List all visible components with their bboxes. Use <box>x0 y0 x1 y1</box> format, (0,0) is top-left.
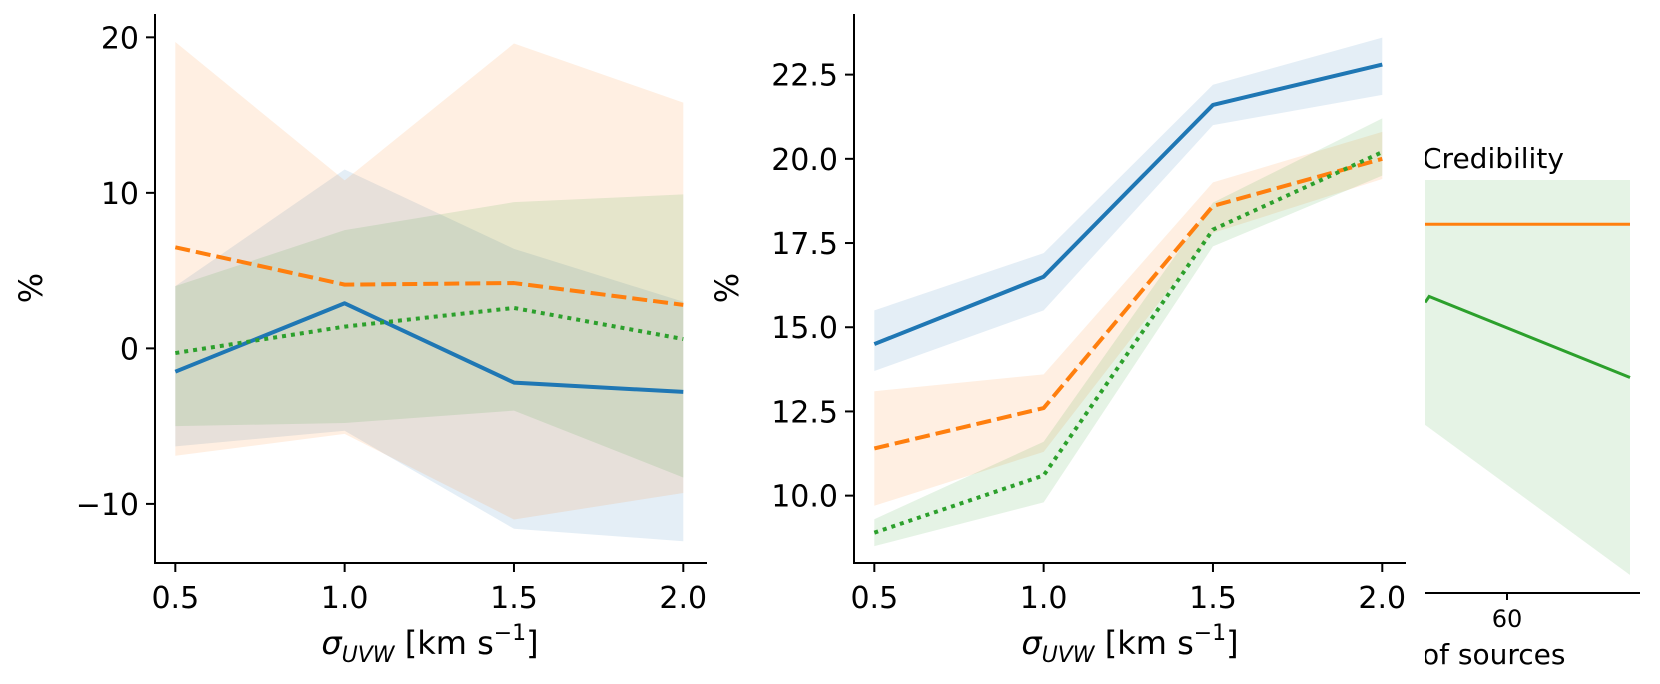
middle-lines <box>873 62 1384 535</box>
right-partial-panel: 60 Credibility of sources <box>1422 142 1640 671</box>
right-title: Credibility <box>1422 142 1564 175</box>
left-bands <box>175 41 684 542</box>
left-lines <box>174 245 684 394</box>
middle-x-tick-label: 1.5 <box>1189 581 1237 616</box>
middle-series-line-green <box>873 150 1384 535</box>
left-x-tick-label: 1.0 <box>321 581 369 616</box>
right-x-tick-label: 60 <box>1492 605 1523 633</box>
left-y-tick-label: 20 <box>101 21 139 56</box>
middle-y-tick-label: 20.0 <box>771 143 838 178</box>
left-y-tick-label: 0 <box>120 332 139 367</box>
middle-series-line-orange <box>873 156 1383 451</box>
middle-y-tick-label: 17.5 <box>771 227 838 262</box>
middle-x-axis-label: σUVW [km s−1] <box>1021 621 1238 668</box>
right-bands <box>1425 180 1630 575</box>
left-y-axis-label: % <box>12 273 50 303</box>
left-panel: 0.5 1.0 1.5 2.0 −10 0 10 20 σUVW [km s−1] % <box>12 14 707 668</box>
panel-gap-mask <box>1409 0 1425 684</box>
left-x-tick-label: 2.0 <box>659 581 707 616</box>
left-band-orange <box>175 41 684 520</box>
middle-y-tick-label: 15.0 <box>771 311 838 346</box>
right-band-green <box>1425 180 1630 575</box>
left-ticks: 0.5 1.0 1.5 2.0 −10 0 10 20 <box>76 21 707 616</box>
left-y-tick-label: −10 <box>76 488 139 523</box>
right-x-axis-label: of sources <box>1422 638 1565 671</box>
middle-y-axis-label: % <box>708 273 746 303</box>
middle-y-tick-label: 10.0 <box>771 480 838 515</box>
middle-band-blue <box>874 37 1383 372</box>
left-band-green <box>175 194 684 478</box>
middle-band-orange <box>874 131 1383 506</box>
right-lines <box>1423 222 1631 379</box>
middle-band-green <box>874 118 1383 547</box>
left-series-line-blue <box>174 301 684 394</box>
left-series-line-orange <box>174 245 684 307</box>
middle-ticks: 0.5 1.0 1.5 2.0 10.0 12.5 15.0 17.5 20.0 22.5 <box>771 59 1406 616</box>
middle-y-tick-label: 22.5 <box>771 59 838 94</box>
middle-bands <box>874 37 1383 547</box>
left-x-axis-label: σUVW [km s−1] <box>321 621 538 668</box>
right-series-line-green <box>1423 294 1631 379</box>
middle-x-tick-label: 1.0 <box>1020 581 1068 616</box>
left-band-blue <box>175 169 684 542</box>
middle-panel: 0.5 1.0 1.5 2.0 10.0 12.5 15.0 17.5 20.0 22.5 σUV… <box>708 14 1406 668</box>
left-x-tick-label: 0.5 <box>151 581 199 616</box>
middle-series-line-blue <box>873 62 1383 346</box>
middle-y-tick-label: 12.5 <box>771 395 838 430</box>
middle-x-tick-label: 0.5 <box>850 581 898 616</box>
left-y-tick-label: 10 <box>101 177 139 212</box>
left-x-tick-label: 1.5 <box>490 581 538 616</box>
middle-x-tick-label: 2.0 <box>1358 581 1406 616</box>
